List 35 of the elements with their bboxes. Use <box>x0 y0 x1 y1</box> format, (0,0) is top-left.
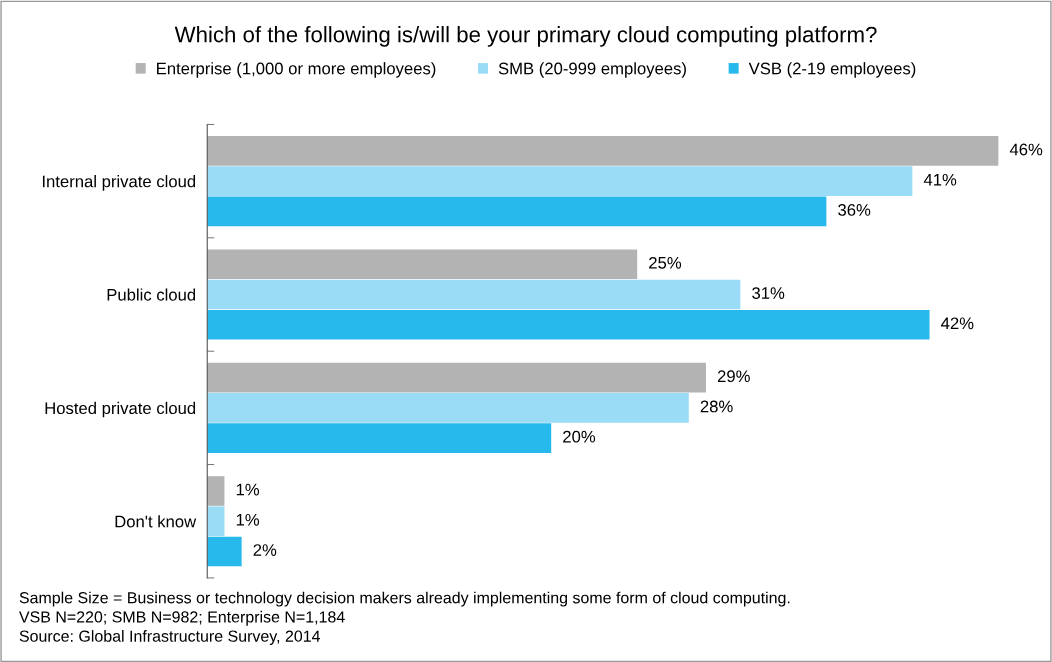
bar <box>207 536 242 567</box>
data-label: 2% <box>253 544 277 556</box>
bar <box>207 279 741 310</box>
data-label: 31% <box>752 287 785 299</box>
data-label: 1% <box>236 513 260 526</box>
bar <box>207 423 552 453</box>
chart-title: Which of the following is/will be your primary cloud computing platform? <box>174 26 877 47</box>
source-note: Source: Global Infrastructure Survey, 2014 <box>19 630 321 645</box>
data-label: 20% <box>563 430 596 443</box>
data-label: 36% <box>838 204 871 216</box>
bar <box>207 393 689 423</box>
bar <box>207 362 706 393</box>
bar <box>207 196 827 227</box>
bar <box>207 136 999 166</box>
bar <box>207 249 638 280</box>
bar <box>207 166 913 196</box>
data-label: 1% <box>236 483 260 496</box>
legend-label: Enterprise (1,000 or more employees) <box>157 62 436 78</box>
text: VSB N=220; SMB N=982; Enterprise N=1,184 <box>19 610 345 626</box>
y-tick-label: Don't know <box>115 515 197 528</box>
bar <box>207 476 225 506</box>
data-label: 42% <box>941 317 974 330</box>
bar <box>207 506 225 537</box>
y-tick-label: Internal private cloud <box>42 175 196 191</box>
data-label: 25% <box>649 256 682 269</box>
text: Sample Size = Business or technology decision makers already implementing some form of cloud computing. <box>19 591 790 607</box>
data-label: 41% <box>923 173 957 186</box>
bar <box>207 309 930 340</box>
legend-label: SMB (20-999 employees) <box>498 62 686 78</box>
data-label: 46% <box>1009 143 1043 156</box>
data-label: 29% <box>717 370 750 383</box>
data-label: 28% <box>700 400 733 413</box>
legend-label: VSB (2-19 employees) <box>748 62 916 78</box>
y-tick-label: Hosted private cloud <box>45 401 196 418</box>
y-tick-label: Public cloud <box>107 288 196 301</box>
